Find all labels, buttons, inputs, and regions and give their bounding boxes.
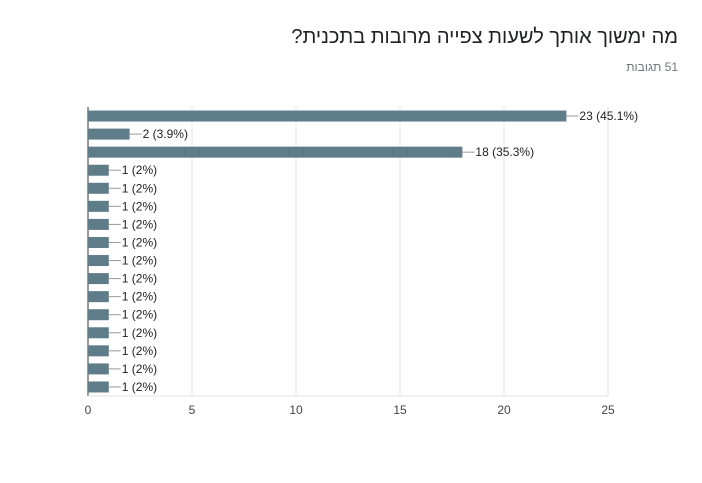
- x-tick-label: 20: [497, 403, 511, 417]
- data-label: 1 (2%): [122, 199, 157, 213]
- bar: [88, 110, 567, 122]
- data-label: 18 (35.3%): [475, 145, 534, 159]
- bar: [88, 363, 109, 375]
- chart-title: מה ימשוך אותך לשעות צפייה מרובות בתכנית?: [291, 26, 678, 48]
- bar: [88, 218, 109, 230]
- data-label: 23 (45.1%): [579, 109, 638, 123]
- bar: [88, 255, 109, 267]
- data-label: 1 (2%): [122, 326, 157, 340]
- data-label: 1 (2%): [122, 235, 157, 249]
- x-tick-label: 10: [289, 403, 303, 417]
- x-tick-label: 25: [601, 403, 615, 417]
- bar: [88, 345, 109, 357]
- data-label: 1 (2%): [122, 181, 157, 195]
- data-label: 2 (3.9%): [143, 127, 188, 141]
- x-tick-label: 15: [393, 403, 407, 417]
- data-label: 1 (2%): [122, 272, 157, 286]
- data-label: 1 (2%): [122, 290, 157, 304]
- data-label: 1 (2%): [122, 254, 157, 268]
- bar: [88, 309, 109, 321]
- data-label: 1 (2%): [122, 163, 157, 177]
- bar: [88, 273, 109, 285]
- response-count: 51 תגובות: [626, 60, 678, 74]
- bar: [88, 146, 463, 158]
- data-label: 1 (2%): [122, 344, 157, 358]
- bar: [88, 128, 130, 140]
- bar: [88, 164, 109, 176]
- data-label: 1 (2%): [122, 217, 157, 231]
- data-label: 1 (2%): [122, 380, 157, 394]
- bar: [88, 327, 109, 339]
- data-label: 1 (2%): [122, 362, 157, 376]
- bar: [88, 381, 109, 393]
- data-label: 1 (2%): [122, 308, 157, 322]
- bar: [88, 236, 109, 248]
- bar: [88, 182, 109, 194]
- x-tick-label: 5: [189, 403, 196, 417]
- x-tick-label: 0: [85, 403, 92, 417]
- bar: [88, 291, 109, 303]
- bar: [88, 200, 109, 212]
